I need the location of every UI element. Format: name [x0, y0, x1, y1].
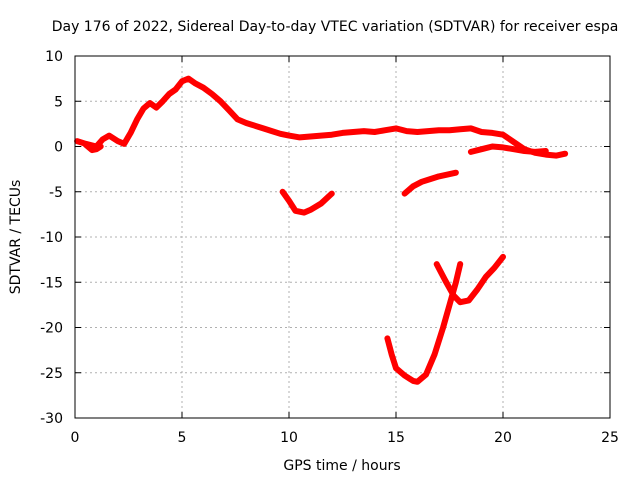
y-tick-label: 5: [54, 94, 63, 110]
series-arc-10h: [279, 188, 335, 216]
axis-ticks: -30 -25 -20 -15 -10 -5 0 5 10 0 5 10 15 20 25: [40, 49, 619, 446]
series-arc-dip: [82, 141, 104, 154]
series-arc-right-rise: [433, 253, 506, 306]
series-arc-right-low: [467, 143, 549, 155]
x-tick-label: 15: [387, 430, 405, 446]
x-tick-label: 20: [494, 430, 512, 446]
y-tick-label: -20: [40, 321, 63, 337]
x-tick-label: 0: [71, 430, 80, 446]
y-tick-label: 10: [45, 49, 63, 65]
y-tick-label: 0: [54, 140, 63, 156]
series-arc-main: [74, 75, 569, 159]
x-tick-label: 5: [178, 430, 187, 446]
series-arc-16h: [401, 169, 459, 197]
x-tick-label: 10: [280, 430, 298, 446]
y-tick-label: -30: [40, 411, 63, 427]
series-arc-deep: [384, 261, 464, 385]
x-tick-label: 25: [601, 430, 619, 446]
y-tick-label: -5: [49, 185, 63, 201]
y-axis-label: SDTVAR / TECUs: [8, 180, 24, 295]
series-group: [74, 75, 569, 385]
x-axis-label: GPS time / hours: [283, 458, 400, 474]
y-tick-label: -10: [40, 230, 63, 246]
y-tick-label: -25: [40, 366, 63, 382]
chart-title: Day 176 of 2022, Sidereal Day-to-day VTE…: [52, 19, 619, 35]
y-tick-label: -15: [40, 275, 63, 291]
